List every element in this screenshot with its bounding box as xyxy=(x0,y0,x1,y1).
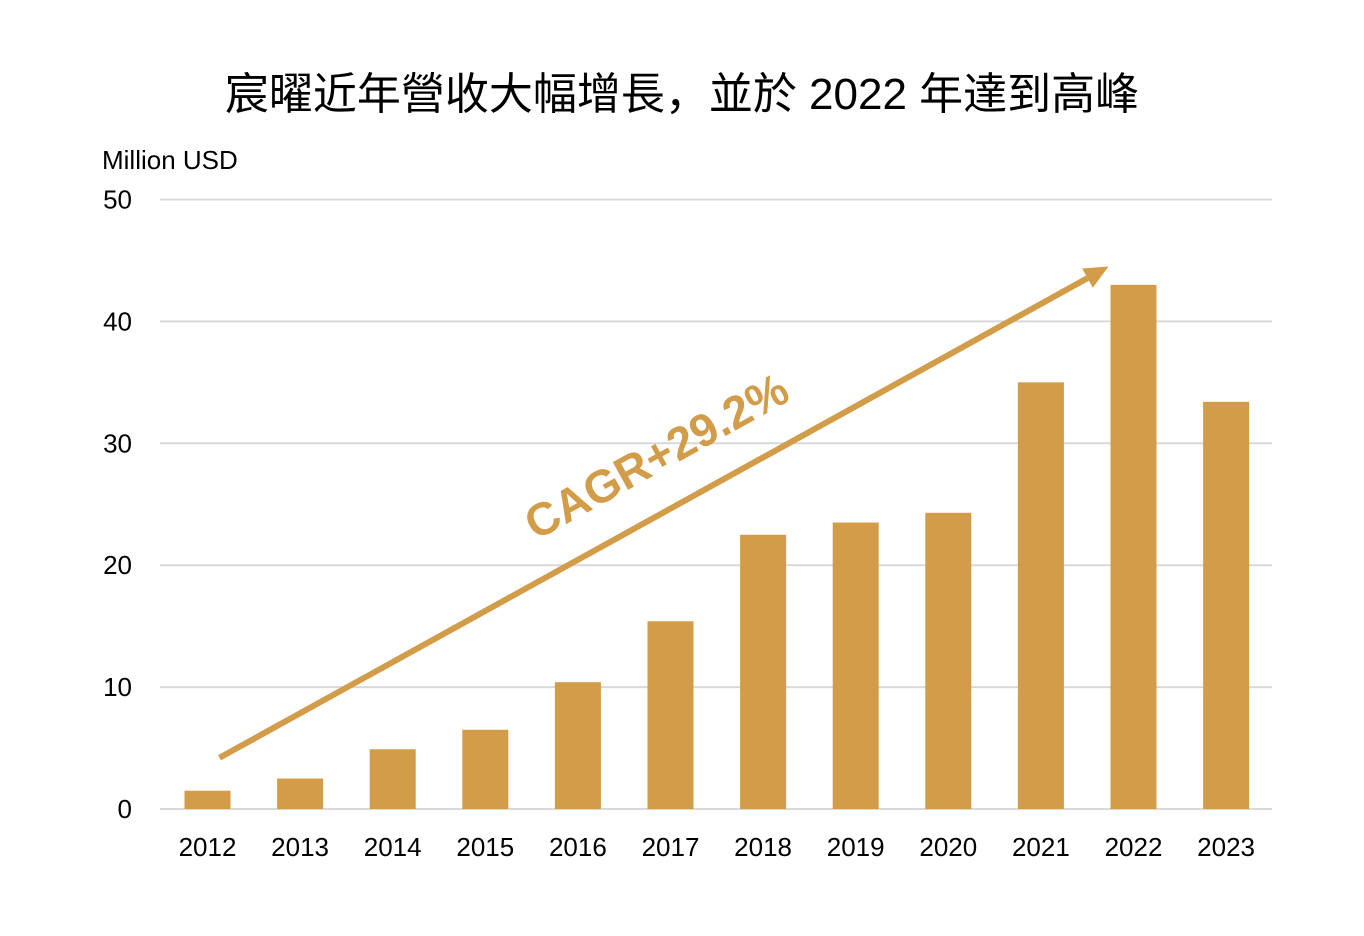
x-axis-ticks: 2012 2013 2014 2015 2016 2017 2018 2019 2020 2021… xyxy=(179,832,1255,862)
y-tick-label: 50 xyxy=(103,185,132,215)
bar-2014 xyxy=(369,749,416,809)
y-axis-unit-label: Million USD xyxy=(102,145,238,175)
x-tick-label: 2012 xyxy=(179,832,237,862)
bar-2023 xyxy=(1203,401,1250,809)
x-tick-label: 2014 xyxy=(364,832,422,862)
cagr-label: CAGR+29.2% xyxy=(516,362,797,549)
y-tick-label: 0 xyxy=(118,794,132,824)
x-tick-label: 2018 xyxy=(734,832,792,862)
gridlines xyxy=(160,198,1272,810)
bar-2016 xyxy=(554,682,601,809)
x-tick-label: 2019 xyxy=(827,832,885,862)
x-tick-label: 2015 xyxy=(456,832,514,862)
chart-title: 宸曜近年營收大幅增長，並於 2022 年達到高峰 xyxy=(224,70,1140,119)
bar-2018 xyxy=(740,534,787,809)
trend-arrow-head xyxy=(1082,266,1109,288)
x-tick-label: 2016 xyxy=(549,832,607,862)
bar-2015 xyxy=(462,729,509,809)
bar-2013 xyxy=(277,778,324,809)
bar-2019 xyxy=(832,522,879,809)
bar-2020 xyxy=(925,512,972,809)
bar-2017 xyxy=(647,621,694,809)
y-tick-label: 30 xyxy=(103,428,132,458)
x-tick-label: 2013 xyxy=(271,832,329,862)
y-tick-label: 20 xyxy=(103,550,132,580)
bar-2012 xyxy=(184,790,231,809)
x-tick-label: 2023 xyxy=(1197,832,1255,862)
bars xyxy=(184,284,1250,810)
y-tick-label: 10 xyxy=(103,672,132,702)
bar-2022 xyxy=(1110,284,1157,810)
trend-arrow-shaft xyxy=(218,275,1089,761)
bar-2021 xyxy=(1017,382,1064,809)
x-tick-label: 2020 xyxy=(919,832,977,862)
x-tick-label: 2021 xyxy=(1012,832,1070,862)
x-tick-label: 2017 xyxy=(642,832,700,862)
x-tick-label: 2022 xyxy=(1105,832,1163,862)
y-axis-ticks: 0 10 20 30 40 50 xyxy=(103,185,132,825)
y-tick-label: 40 xyxy=(103,306,132,336)
